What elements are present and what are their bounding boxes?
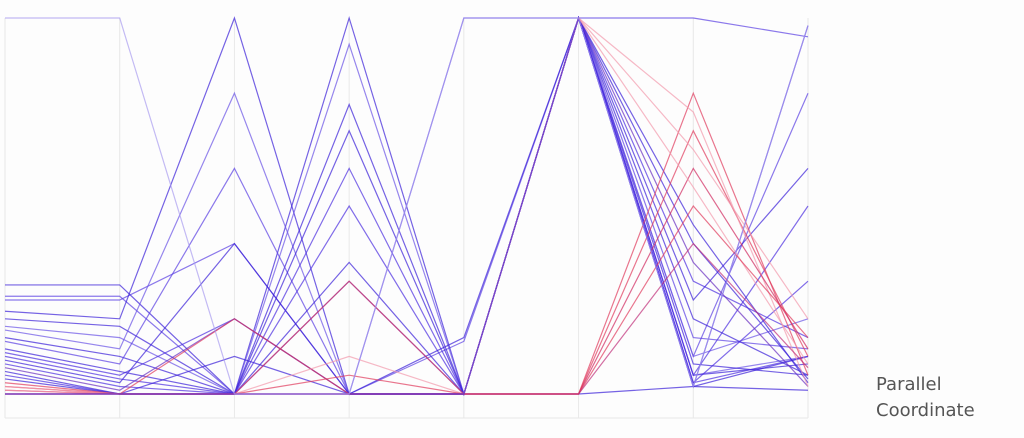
data-line — [4, 91, 809, 395]
data-line — [5, 242, 809, 395]
data-line — [4, 16, 809, 395]
data-line — [4, 16, 809, 396]
data-line — [5, 17, 809, 395]
chart-label: Parallel Coordinate — [876, 374, 975, 421]
